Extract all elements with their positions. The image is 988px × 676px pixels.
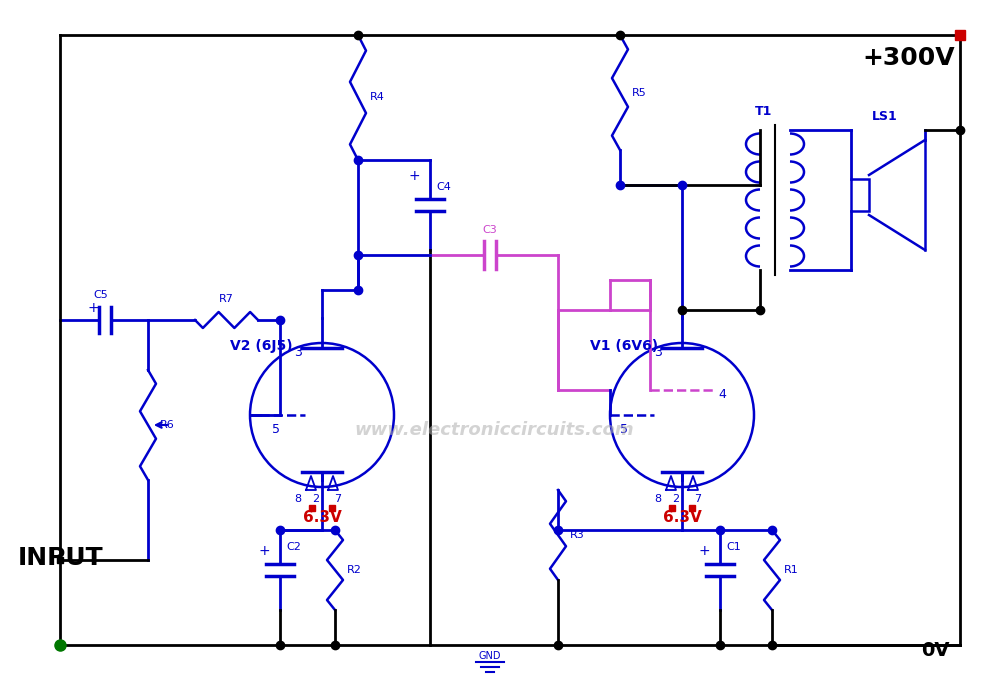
Text: R5: R5 [632,87,647,97]
Text: R7: R7 [218,294,233,304]
Text: 2: 2 [312,494,319,504]
Text: 4: 4 [718,388,726,401]
Text: V2 (6J5): V2 (6J5) [230,339,292,353]
Text: +: + [408,169,420,183]
Text: V1 (6V6): V1 (6V6) [590,339,658,353]
Text: R6: R6 [160,420,175,430]
Text: 0V: 0V [922,640,950,660]
Text: 2: 2 [672,494,679,504]
Text: C3: C3 [482,225,497,235]
Text: 8: 8 [294,494,301,504]
Text: R2: R2 [347,565,362,575]
Text: C5: C5 [94,290,109,300]
Text: 3: 3 [654,346,662,359]
Text: C2: C2 [286,542,301,552]
Text: C4: C4 [436,182,451,192]
Text: LS1: LS1 [872,110,898,123]
Text: R1: R1 [784,565,798,575]
Text: +: + [698,544,709,558]
Text: +: + [87,301,99,315]
Text: +300V: +300V [863,46,955,70]
Text: R4: R4 [370,93,385,103]
Text: +: + [258,544,270,558]
Text: R3: R3 [570,530,585,540]
Text: GND: GND [479,651,501,661]
Text: 5: 5 [620,423,628,436]
Text: 5: 5 [272,423,280,436]
Text: INPUT: INPUT [18,546,104,570]
Text: 8: 8 [654,494,661,504]
Text: 7: 7 [334,494,341,504]
Text: 6.3V: 6.3V [663,510,701,525]
Text: T1: T1 [755,105,773,118]
Text: 3: 3 [294,346,302,359]
Text: 7: 7 [694,494,701,504]
Text: 6.3V: 6.3V [302,510,342,525]
Bar [851,179,869,211]
Text: www.electroniccircuits.com: www.electroniccircuits.com [354,421,634,439]
Text: C1: C1 [726,542,741,552]
